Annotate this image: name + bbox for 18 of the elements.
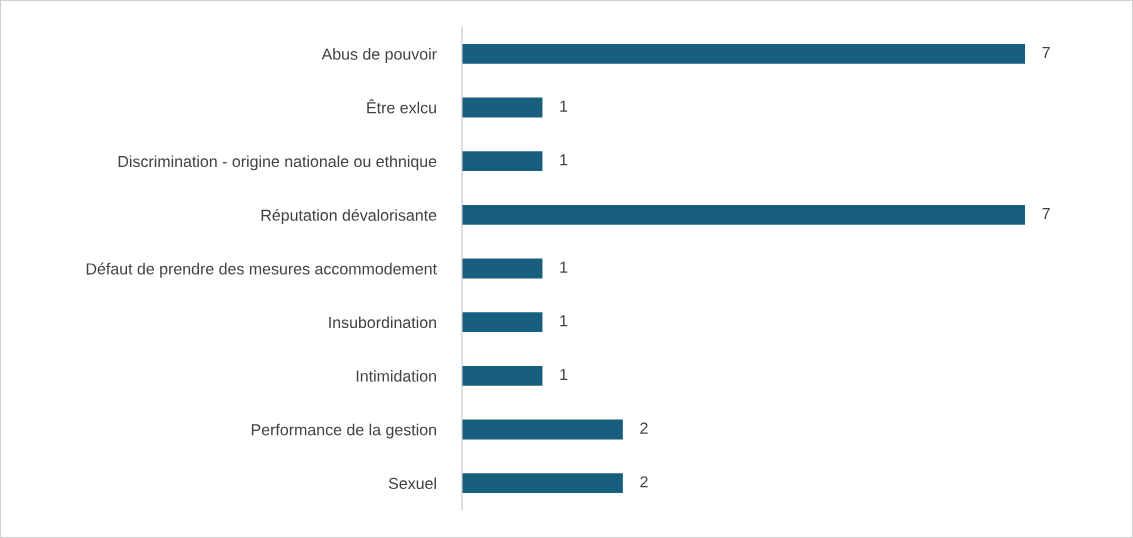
data-label: 1 (560, 154, 568, 166)
data-label: 7 (1042, 46, 1050, 58)
data-label: 1 (560, 100, 568, 112)
data-label: 2 (640, 422, 648, 434)
data-label: 1 (560, 368, 568, 380)
data-label: 1 (560, 261, 568, 273)
data-label: 2 (640, 476, 648, 488)
data-label: 1 (560, 315, 568, 327)
y-tick-label: Discrimination - origine nationale ou ethnique (118, 155, 437, 171)
y-tick-label: Sexuel (388, 477, 436, 490)
data-label: 7 (1042, 207, 1050, 219)
y-tick-label: Défaut de prendre des mesures accommodement (86, 262, 437, 278)
y-tick-label: Abus de pouvoir (321, 48, 437, 63)
y-tick-label: Être exlcu (367, 99, 436, 114)
y-tick-label: Performance de la gestion (251, 423, 436, 439)
y-tick-label: Intimidation (356, 370, 436, 382)
y-tick-label: Insubordination (329, 316, 436, 329)
y-tick-label: Réputation dévalorisante (261, 208, 437, 225)
